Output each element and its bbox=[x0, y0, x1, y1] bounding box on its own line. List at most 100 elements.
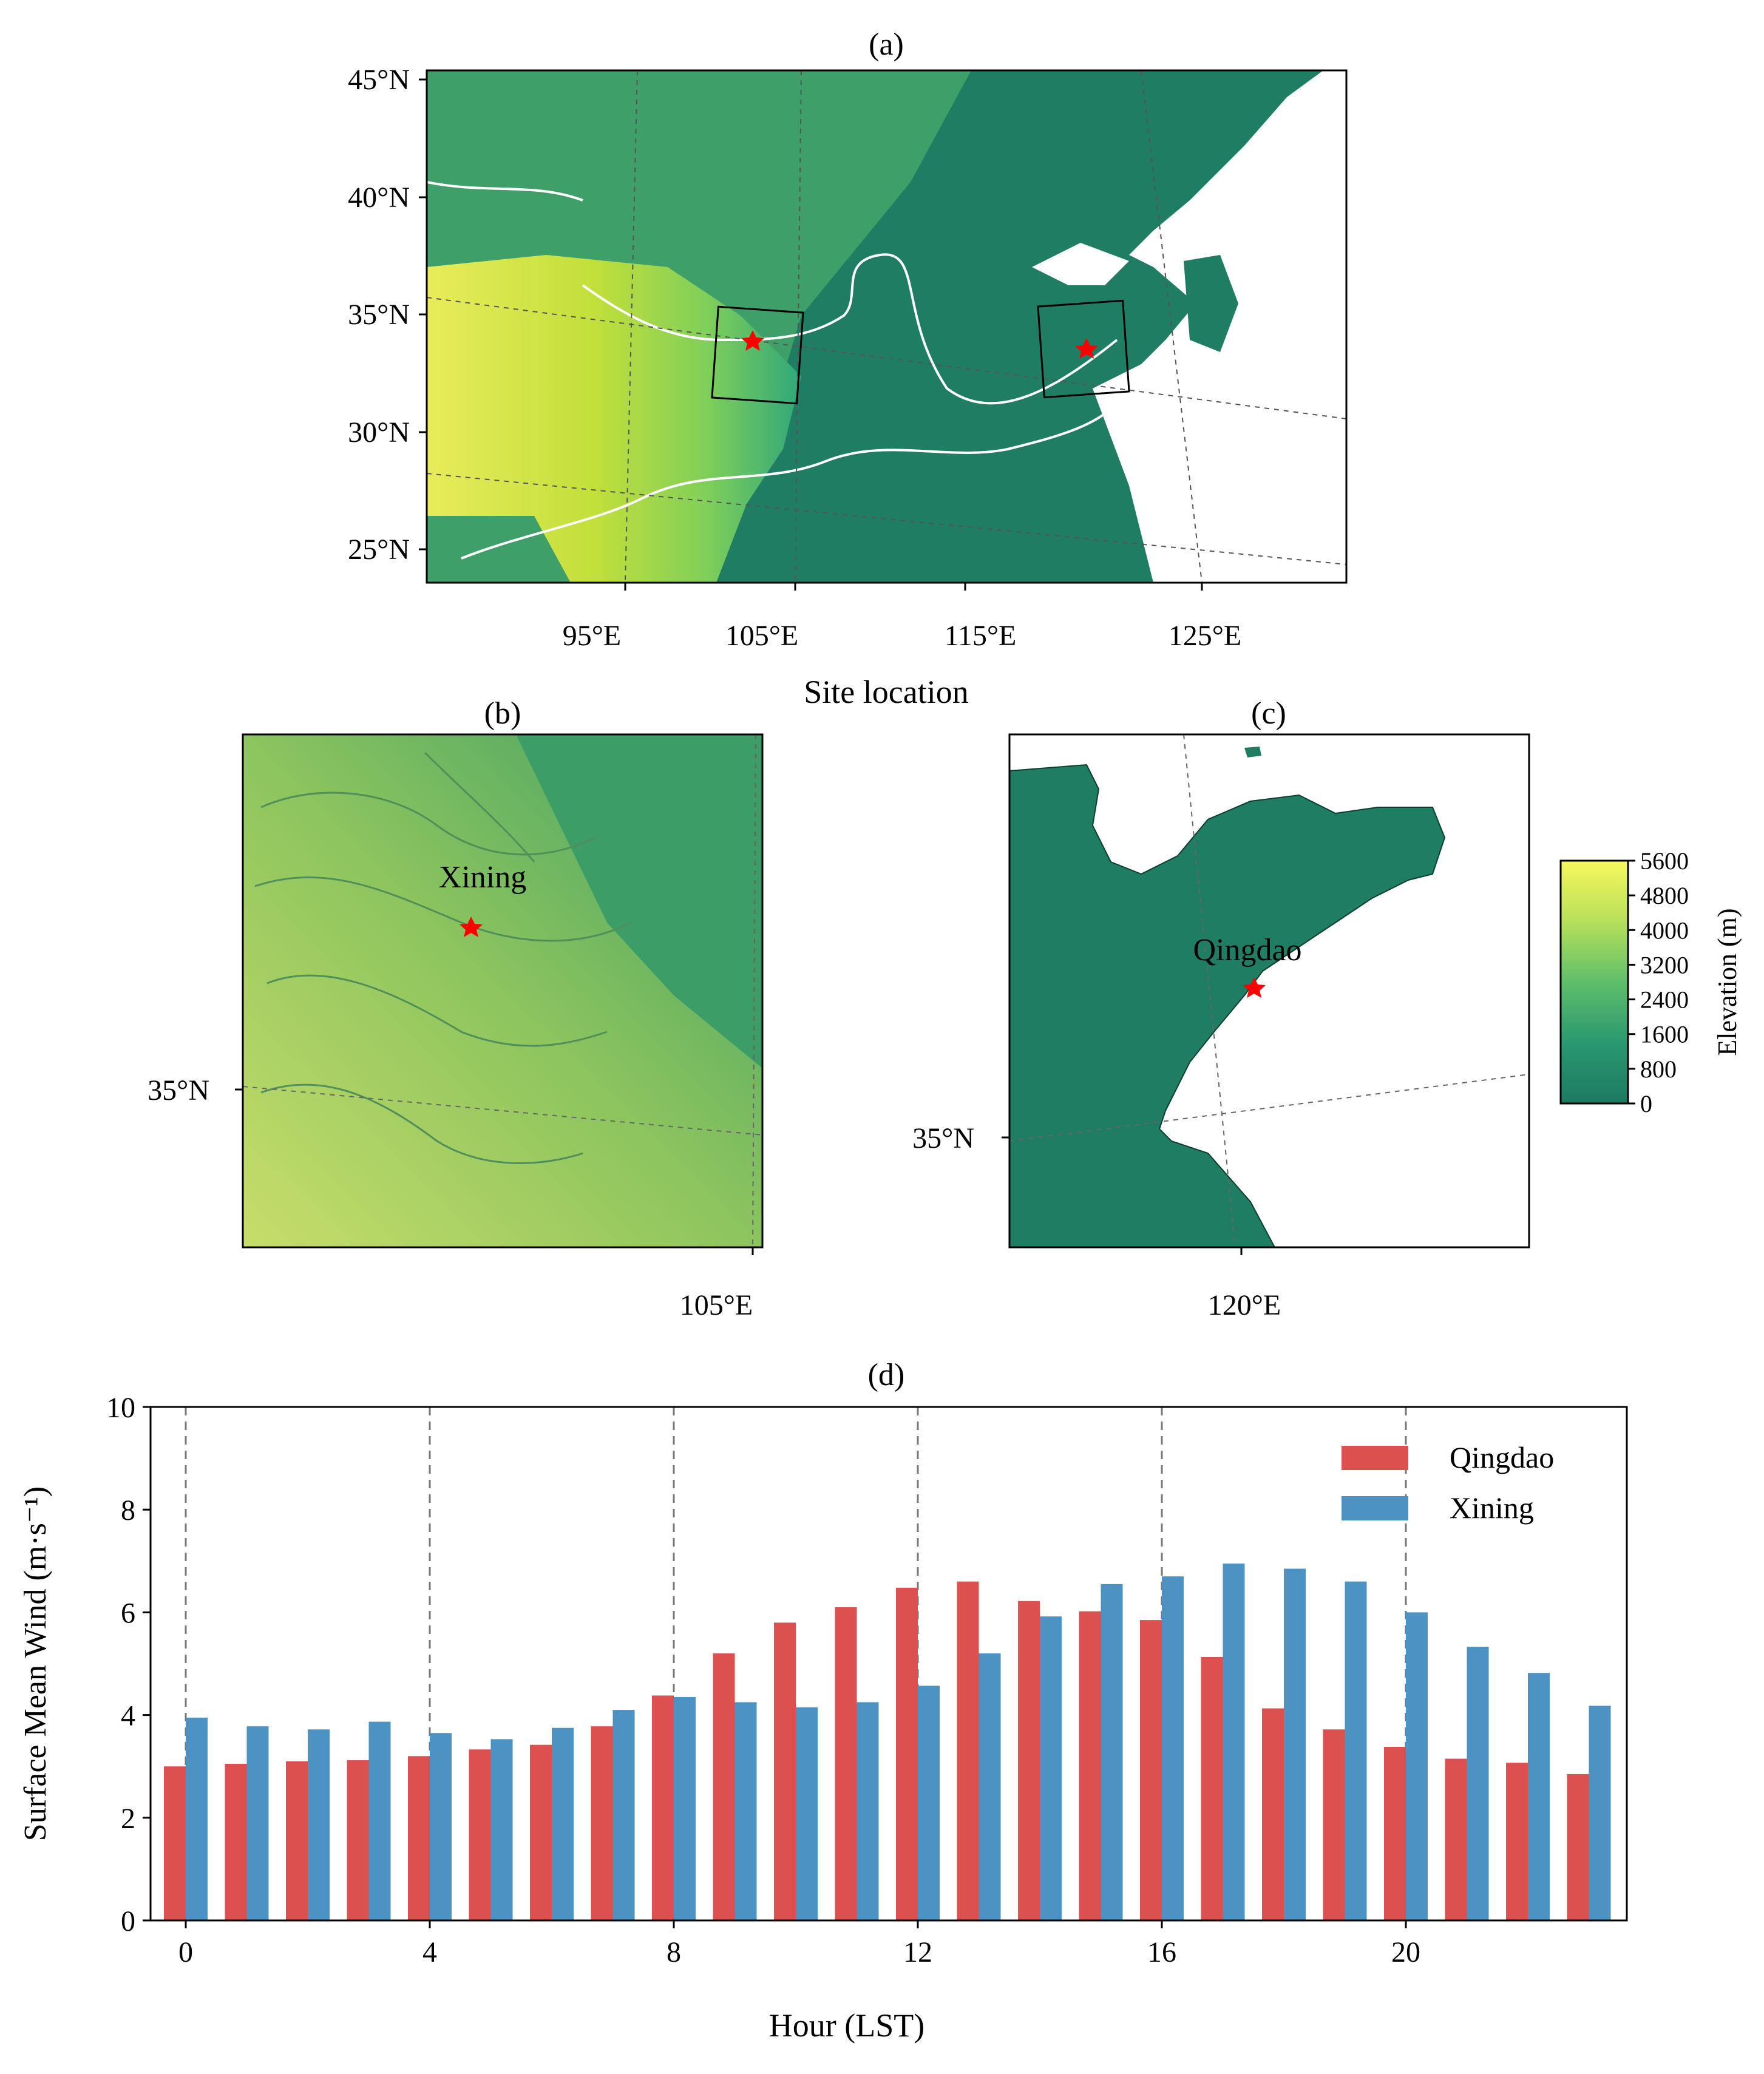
chart-y-ticks: 0 2 4 6 8 10 bbox=[106, 1392, 151, 1937]
colorbar-label: Elevation (m) bbox=[1712, 908, 1742, 1056]
bar-xining-h13 bbox=[979, 1653, 1001, 1920]
lon-tick-105: 105°E bbox=[725, 620, 799, 652]
colorbar-tick-label: 2400 bbox=[1640, 986, 1689, 1014]
panel-a-river-yangtze bbox=[461, 393, 1124, 560]
legend-label-xining: Xining bbox=[1450, 1491, 1534, 1525]
bar-xining-h6 bbox=[552, 1727, 574, 1920]
bar-xining-h7 bbox=[612, 1710, 635, 1920]
x-tick-label: 8 bbox=[667, 1936, 681, 1968]
panel-c-map: (c) Qingdao 35°N 120°E bbox=[912, 696, 1530, 1321]
bar-qingdao-h14 bbox=[1018, 1601, 1040, 1920]
bar-qingdao-h17 bbox=[1201, 1657, 1223, 1920]
y-tick-label: 8 bbox=[121, 1494, 135, 1527]
panel-a-xining-box bbox=[711, 305, 804, 405]
bar-qingdao-h18 bbox=[1262, 1708, 1284, 1920]
bar-qingdao-h9 bbox=[713, 1653, 735, 1920]
panel-a-qingdao-box bbox=[1037, 299, 1130, 399]
bar-qingdao-h22 bbox=[1506, 1763, 1528, 1920]
x-tick-label: 16 bbox=[1147, 1936, 1176, 1968]
bar-qingdao-h8 bbox=[652, 1695, 674, 1920]
panel-a-lon-ticks: 95°E 105°E 115°E 125°E bbox=[563, 583, 1241, 652]
bar-xining-h17 bbox=[1223, 1564, 1245, 1920]
bar-qingdao-h12 bbox=[896, 1587, 918, 1920]
bar-qingdao-h7 bbox=[591, 1726, 613, 1920]
panel-b-map: (b) Xining 35°N 105°E bbox=[148, 696, 764, 1321]
bar-xining-h10 bbox=[796, 1707, 818, 1920]
bar-qingdao-h6 bbox=[530, 1744, 552, 1920]
bar-xining-h16 bbox=[1162, 1576, 1184, 1920]
bar-xining-h3 bbox=[368, 1721, 391, 1920]
lon-tick-95: 95°E bbox=[563, 620, 622, 652]
colorbar-tick-label: 4000 bbox=[1640, 917, 1689, 944]
y-tick-label: 10 bbox=[106, 1392, 135, 1424]
panel-a-lat-ticks: 45°N 40°N 35°N 30°N 25°N bbox=[348, 64, 427, 566]
bar-qingdao-h23 bbox=[1567, 1774, 1589, 1920]
bar-qingdao-h4 bbox=[408, 1756, 430, 1920]
bar-qingdao-h5 bbox=[469, 1749, 491, 1920]
panel-b-lat-tick: 35°N bbox=[148, 1074, 209, 1106]
panel-c-frame bbox=[1008, 733, 1530, 1249]
lat-tick-30: 30°N bbox=[348, 416, 410, 449]
legend-swatch-xining bbox=[1342, 1496, 1408, 1520]
bar-qingdao-h11 bbox=[835, 1607, 857, 1920]
chart-xlabel: Hour (LST) bbox=[769, 2007, 924, 2044]
bar-xining-h11 bbox=[857, 1702, 879, 1920]
bar-xining-h21 bbox=[1467, 1647, 1489, 1920]
bar-xining-h12 bbox=[918, 1686, 940, 1920]
panel-a-bohai bbox=[1032, 243, 1129, 285]
chart-title: (d) bbox=[868, 1358, 905, 1392]
panel-b-frame bbox=[242, 733, 764, 1249]
panel-b-lowland bbox=[516, 734, 762, 1068]
panel-c-lat-tick: 35°N bbox=[912, 1122, 974, 1154]
y-tick-label: 4 bbox=[121, 1700, 135, 1732]
bar-xining-h14 bbox=[1040, 1616, 1062, 1920]
panel-c-title: (c) bbox=[1251, 696, 1286, 731]
panel-b-contours bbox=[254, 751, 632, 1164]
panel-d-chart: (d) 0 2 4 6 8 10 0 4 8 12 16 20 Surface Mean Wind … bbox=[18, 1358, 1628, 2044]
bar-qingdao-h10 bbox=[774, 1622, 796, 1920]
x-tick-label: 20 bbox=[1391, 1936, 1420, 1968]
panel-b-site-label: Xining bbox=[439, 860, 526, 895]
bar-qingdao-h16 bbox=[1140, 1620, 1162, 1920]
bar-qingdao-h0 bbox=[164, 1766, 186, 1920]
panel-a-korea bbox=[1184, 255, 1238, 352]
colorbar-tick-label: 5600 bbox=[1640, 847, 1689, 875]
bar-xining-h1 bbox=[246, 1726, 269, 1920]
y-tick-label: 0 bbox=[121, 1905, 135, 1937]
colorbar: 5600 4800 4000 3200 2400 1600 800 0 Elevation (… bbox=[1559, 847, 1742, 1117]
chart-legend: Qingdao Xining bbox=[1342, 1440, 1554, 1525]
bar-qingdao-h13 bbox=[957, 1581, 979, 1920]
bar-qingdao-h21 bbox=[1445, 1758, 1467, 1920]
y-tick-label: 6 bbox=[121, 1597, 135, 1629]
colorbar-tick-label: 3200 bbox=[1640, 951, 1689, 978]
panel-b-xining-star bbox=[460, 917, 483, 937]
bar-xining-h19 bbox=[1345, 1581, 1367, 1920]
x-tick-label: 0 bbox=[178, 1936, 193, 1968]
panel-a-map: (a) bbox=[348, 27, 1348, 710]
bar-xining-h15 bbox=[1101, 1584, 1123, 1920]
colorbar-tick-label: 1600 bbox=[1640, 1021, 1689, 1048]
chart-x-ticks: 0 4 8 12 16 20 bbox=[178, 1920, 1420, 1968]
bar-qingdao-h19 bbox=[1323, 1729, 1345, 1920]
chart-bars bbox=[164, 1564, 1611, 1920]
bar-xining-h8 bbox=[674, 1696, 696, 1920]
bar-xining-h9 bbox=[734, 1702, 757, 1920]
bar-xining-h2 bbox=[308, 1729, 330, 1920]
panel-b-graticule-lon bbox=[752, 734, 756, 1247]
bar-xining-h18 bbox=[1284, 1568, 1306, 1920]
panel-a-xlabel: Site location bbox=[804, 674, 968, 710]
lat-tick-45: 45°N bbox=[348, 64, 410, 96]
panel-a-title: (a) bbox=[869, 27, 904, 62]
colorbar-ticks: 5600 4800 4000 3200 2400 1600 800 0 bbox=[1628, 847, 1689, 1117]
legend-swatch-qingdao bbox=[1342, 1446, 1408, 1470]
legend-label-qingdao: Qingdao bbox=[1450, 1440, 1554, 1474]
panel-a-graticule bbox=[427, 70, 1346, 583]
bar-xining-h5 bbox=[490, 1739, 513, 1920]
panel-a-frame bbox=[426, 69, 1348, 584]
colorbar-gradient bbox=[1559, 859, 1629, 1105]
colorbar-tick-label: 4800 bbox=[1640, 882, 1689, 909]
bar-qingdao-h20 bbox=[1384, 1747, 1406, 1920]
panel-a-river-north bbox=[427, 181, 583, 202]
panel-a-xining-star bbox=[741, 330, 764, 351]
